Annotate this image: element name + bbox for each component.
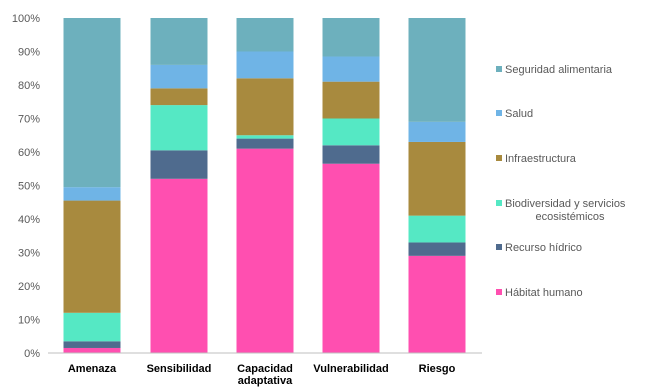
y-tick-label: 30% bbox=[18, 248, 40, 260]
bar-segment bbox=[236, 51, 294, 79]
bar-segment bbox=[322, 145, 380, 164]
bar-segment bbox=[236, 18, 294, 52]
x-tick-label-line: Vulnerabilidad bbox=[313, 363, 388, 375]
bar-segment bbox=[322, 118, 380, 146]
legend-swatch bbox=[496, 244, 502, 250]
x-axis: Amenaza Sensibilidad Capacidad adaptativa Vu… bbox=[48, 352, 482, 387]
bar-segment bbox=[63, 200, 121, 313]
y-tick-label: 100% bbox=[12, 13, 40, 25]
legend-label: Seguridad alimentaria bbox=[505, 64, 613, 76]
y-tick-label: 40% bbox=[18, 214, 40, 226]
legend-label: Hábitat humano bbox=[505, 287, 583, 299]
bar-segment bbox=[408, 242, 466, 256]
legend-item: Seguridad alimentaria bbox=[496, 64, 613, 76]
x-tick-label: Sensibilidad bbox=[147, 363, 212, 375]
y-tick-label: 10% bbox=[18, 315, 40, 327]
legend-label: Infraestructura bbox=[505, 153, 577, 165]
legend-item: Recurso hídrico bbox=[496, 242, 582, 254]
y-tick-label: 20% bbox=[18, 281, 40, 293]
legend-label: Salud bbox=[505, 108, 533, 120]
legend-label-line: Seguridad alimentaria bbox=[505, 64, 613, 76]
legend-label-line: Salud bbox=[505, 108, 533, 120]
legend: Hábitat humano Recurso hídrico Biodiversid… bbox=[496, 64, 626, 299]
legend-label: Recurso hídrico bbox=[505, 242, 582, 254]
bar-segment bbox=[322, 18, 380, 57]
bar-segment bbox=[150, 150, 208, 179]
x-tick-label-line: Riesgo bbox=[419, 363, 456, 375]
legend-label: Biodiversidad y servicios ecosistémicos bbox=[505, 198, 626, 223]
x-tick-label-line: Sensibilidad bbox=[147, 363, 212, 375]
legend-label-line: Recurso hídrico bbox=[505, 242, 582, 254]
legend-item: Salud bbox=[496, 108, 533, 120]
x-tick-label: Capacidad adaptativa bbox=[237, 363, 293, 387]
bar-segment bbox=[63, 312, 121, 342]
x-tick-label-line: Capacidad bbox=[237, 363, 293, 375]
legend-label-line: Biodiversidad y servicios bbox=[505, 198, 626, 210]
bar-stack bbox=[150, 18, 208, 353]
bar-segment bbox=[150, 178, 208, 353]
bar-segment bbox=[408, 255, 466, 353]
legend-label-line: Infraestructura bbox=[505, 153, 577, 165]
y-tick-label: 90% bbox=[18, 47, 40, 59]
legend-item: Hábitat humano bbox=[496, 287, 583, 299]
bar-segment bbox=[322, 163, 380, 353]
x-tick-label-line: adaptativa bbox=[238, 375, 293, 387]
bar-stack bbox=[236, 18, 294, 353]
bar-segment bbox=[322, 56, 380, 82]
bar-segment bbox=[150, 88, 208, 106]
y-tick-label: 60% bbox=[18, 147, 40, 159]
legend-label-line: ecosistémicos bbox=[535, 211, 605, 223]
bar-stack bbox=[322, 18, 380, 353]
bars bbox=[63, 18, 466, 353]
x-tick-label: Amenaza bbox=[68, 363, 117, 375]
bar-segment bbox=[236, 148, 294, 353]
x-tick-label: Riesgo bbox=[419, 363, 456, 375]
bar-segment bbox=[408, 215, 466, 243]
bar-segment bbox=[236, 78, 294, 136]
legend-label-line: Hábitat humano bbox=[505, 287, 583, 299]
bar-segment bbox=[150, 64, 208, 89]
bar-stack bbox=[63, 18, 121, 353]
bar-segment bbox=[408, 18, 466, 122]
legend-swatch bbox=[496, 289, 502, 295]
bar-segment bbox=[322, 81, 380, 119]
y-tick-label: 80% bbox=[18, 80, 40, 92]
bar-segment bbox=[150, 18, 208, 65]
bar-segment bbox=[63, 18, 121, 188]
legend-item: Infraestructura bbox=[496, 153, 577, 165]
x-tick-label: Vulnerabilidad bbox=[313, 363, 388, 375]
bar-segment bbox=[236, 135, 294, 139]
x-tick-label-line: Amenaza bbox=[68, 363, 117, 375]
y-tick-label: 0% bbox=[24, 348, 40, 360]
bar-segment bbox=[236, 138, 294, 149]
legend-swatch bbox=[496, 66, 502, 72]
y-tick-label: 50% bbox=[18, 181, 40, 193]
bar-stack bbox=[408, 18, 466, 353]
y-axis: 0% 10% 20% 30% 40% 50% 60% 70% 80% 90% 100% bbox=[12, 13, 40, 360]
bar-segment bbox=[63, 341, 121, 348]
bar-segment bbox=[150, 105, 208, 151]
bar-segment bbox=[63, 347, 121, 353]
legend-swatch bbox=[496, 110, 502, 116]
legend-swatch bbox=[496, 200, 502, 206]
legend-item: Biodiversidad y servicios ecosistémicos bbox=[496, 198, 626, 223]
bar-segment bbox=[408, 141, 466, 216]
bar-segment bbox=[63, 187, 121, 201]
legend-swatch bbox=[496, 155, 502, 161]
bar-segment bbox=[408, 121, 466, 142]
y-tick-label: 70% bbox=[18, 114, 40, 126]
